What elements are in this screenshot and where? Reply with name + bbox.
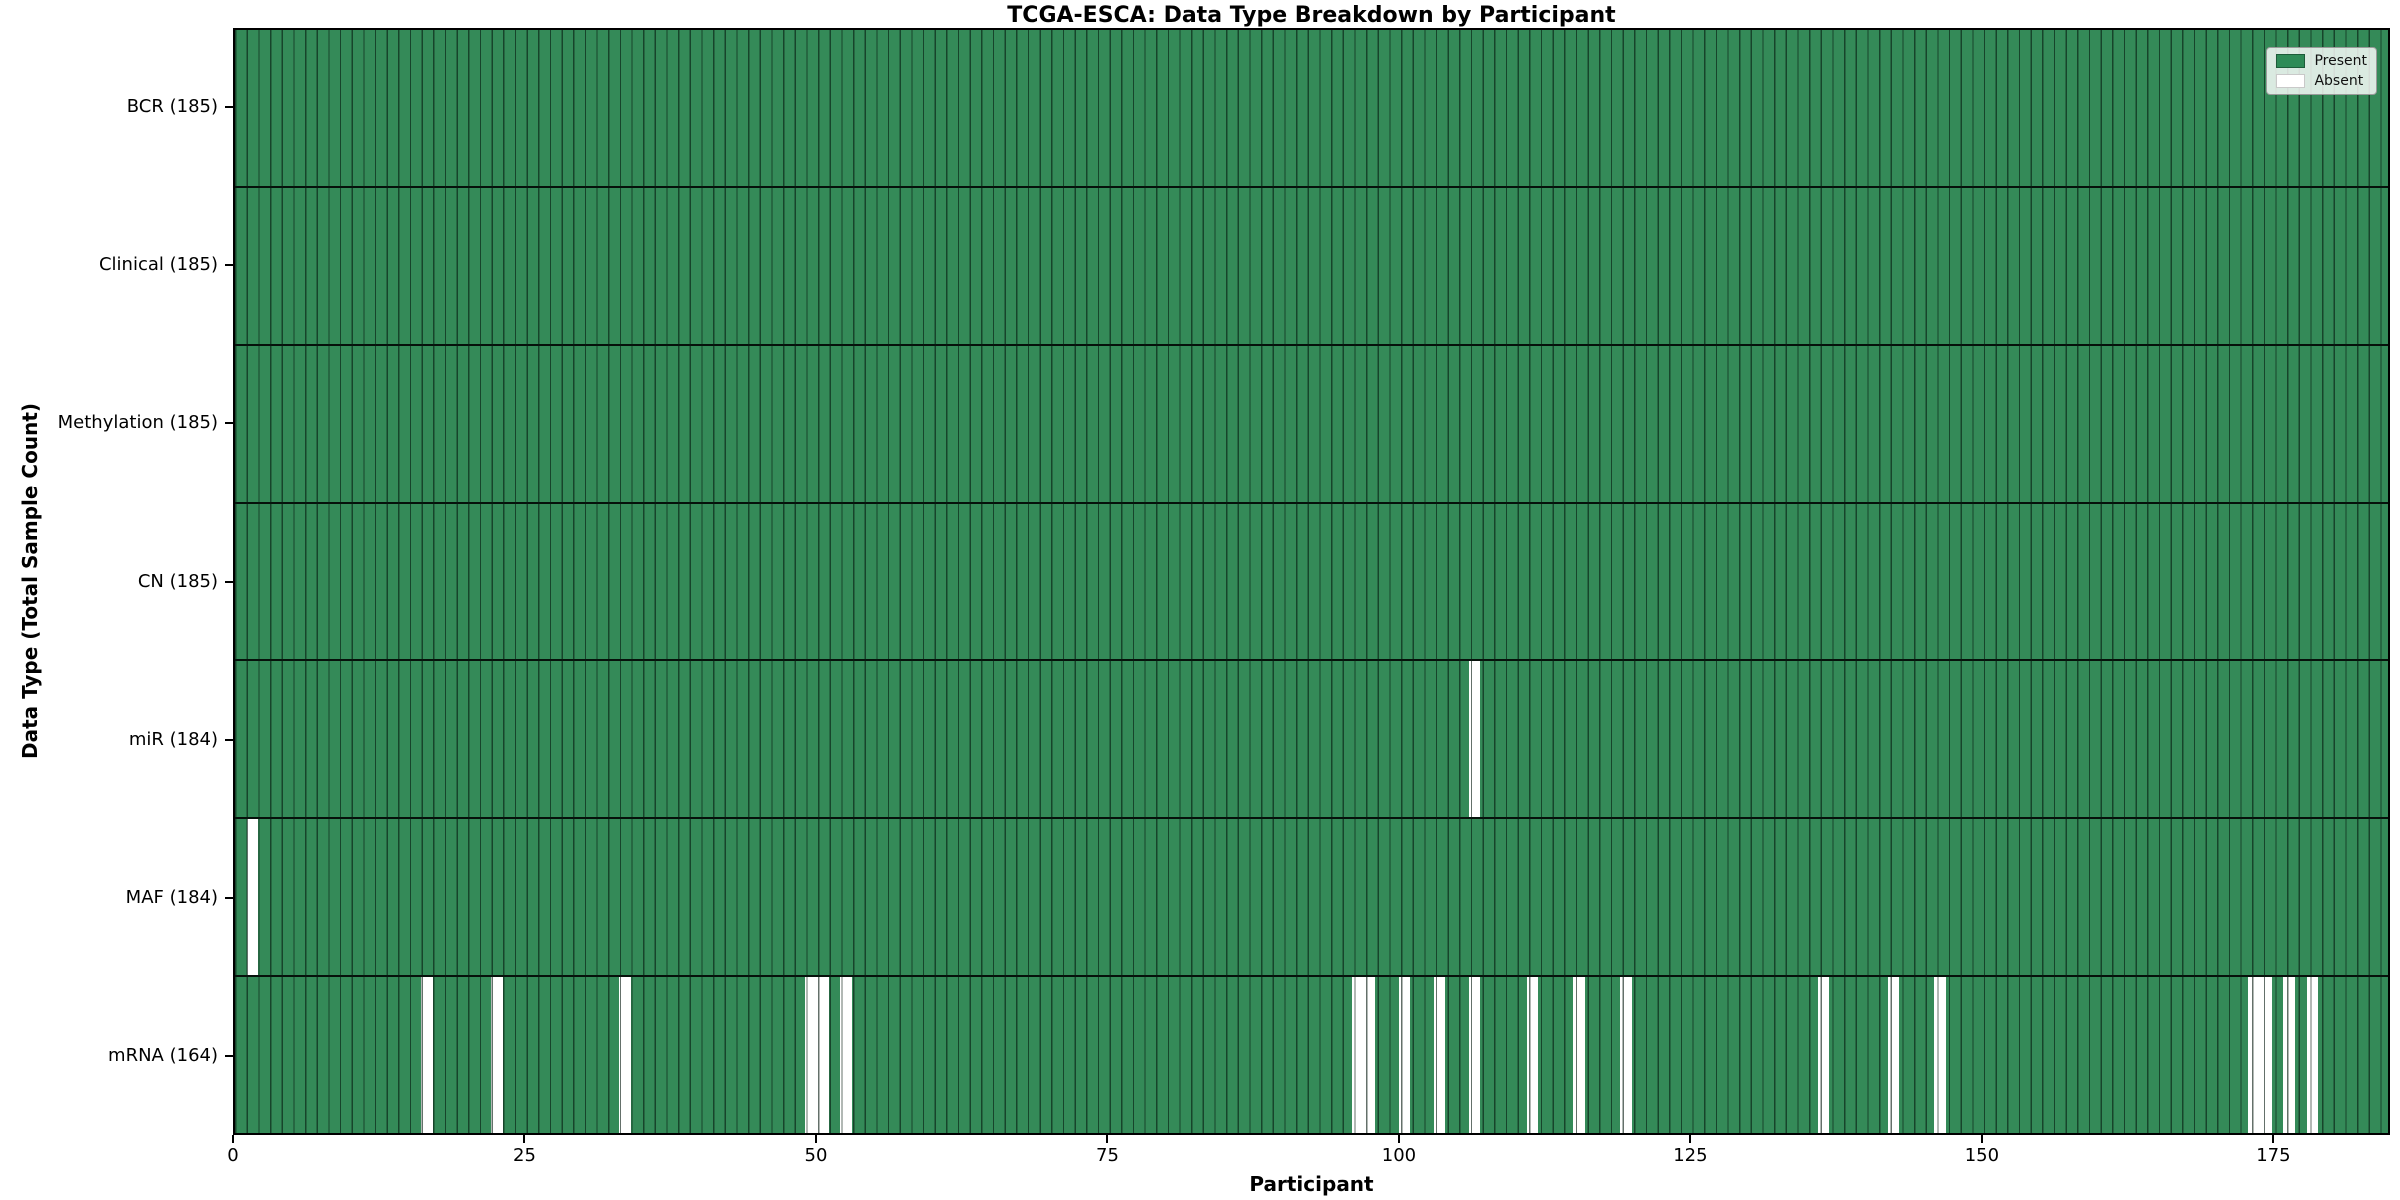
- y-tick-mark: [225, 580, 233, 583]
- x-tick-mark: [814, 1135, 817, 1143]
- x-tick-label: 150: [1964, 1145, 2000, 1166]
- absent-bar: [1363, 977, 1376, 1134]
- absent-bar: [1887, 977, 1900, 1134]
- absent-bar: [816, 977, 829, 1134]
- absent-bar: [421, 977, 433, 1134]
- absent-bar: [491, 977, 503, 1134]
- y-tick-label: MAF (184): [125, 886, 218, 908]
- heatmap-row-CN: [235, 503, 2388, 662]
- legend-present-swatch: [2276, 54, 2306, 68]
- x-tick-mark: [523, 1135, 526, 1143]
- heatmap-row-Methylation: [235, 345, 2388, 504]
- absent-bar: [1934, 977, 1946, 1134]
- x-tick-label: 25: [513, 1145, 536, 1166]
- x-tick-label: 0: [227, 1145, 239, 1166]
- x-tick-mark: [232, 1135, 234, 1143]
- chart-title: TCGA-ESCA: Data Type Breakdown by Partic…: [1007, 3, 1616, 28]
- y-tick-mark: [225, 422, 233, 425]
- y-tick-mark: [225, 738, 233, 741]
- absent-bar: [2248, 977, 2260, 1134]
- absent-bar: [1526, 977, 1539, 1134]
- y-tick-label: Methylation (185): [57, 412, 218, 434]
- absent-bar: [1468, 661, 1481, 818]
- y-tick-label: Clinical (185): [98, 254, 218, 276]
- heatmap-row-MAF: [235, 819, 2388, 978]
- heatmap-row-BCR: [235, 30, 2388, 188]
- x-tick-label: 50: [804, 1145, 828, 1166]
- absent-bar: [1398, 977, 1411, 1134]
- legend-entry-absent: Absent: [2276, 74, 2367, 88]
- legend: Present Absent: [2266, 47, 2377, 95]
- absent-bar: [1352, 977, 1364, 1134]
- y-tick-mark: [225, 264, 233, 267]
- legend-entry-present: Present: [2276, 54, 2367, 68]
- absent-bar: [2306, 977, 2319, 1134]
- x-tick-mark: [1980, 1135, 1983, 1143]
- heatmap-row-miR: [235, 661, 2388, 820]
- absent-bar: [1573, 977, 1585, 1134]
- y-tick-mark: [225, 1054, 233, 1057]
- x-axis-title: Participant: [1249, 1172, 1374, 1196]
- absent-bar: [1468, 977, 1481, 1134]
- absent-bar: [246, 819, 259, 976]
- absent-bar: [1433, 977, 1446, 1134]
- x-tick-label: 175: [2256, 1145, 2291, 1166]
- legend-absent-swatch: [2276, 74, 2306, 88]
- legend-present-label: Present: [2314, 53, 2367, 69]
- x-tick-label: 75: [1096, 1145, 1119, 1166]
- heatmap-rows: [235, 30, 2388, 1134]
- y-tick-mark: [225, 106, 233, 109]
- x-tick-mark: [1106, 1135, 1109, 1143]
- y-axis-title: Data Type (Total Sample Count): [18, 402, 42, 760]
- absent-bar: [805, 977, 817, 1134]
- absent-bar: [1817, 977, 1830, 1134]
- x-tick-label: 125: [1673, 1145, 1708, 1166]
- x-tick-mark: [1689, 1135, 1692, 1143]
- x-tick-mark: [1397, 1135, 1400, 1143]
- absent-bar: [2283, 977, 2295, 1134]
- plot-area: Present Absent: [233, 28, 2390, 1135]
- x-tick-mark: [2272, 1135, 2275, 1143]
- absent-bar: [1619, 977, 1632, 1134]
- x-tick-label: 100: [1381, 1145, 1417, 1166]
- y-tick-label: CN (185): [137, 570, 218, 592]
- y-tick-label: BCR (185): [126, 96, 218, 118]
- heatmap-row-mRNA: [235, 977, 2388, 1134]
- absent-bar: [840, 977, 852, 1134]
- absent-bar: [2259, 977, 2272, 1134]
- y-tick-label: miR (184): [128, 728, 218, 750]
- y-tick-mark: [225, 896, 233, 899]
- absent-bar: [619, 977, 631, 1134]
- legend-absent-label: Absent: [2314, 73, 2364, 89]
- heatmap-row-Clinical: [235, 187, 2388, 346]
- y-tick-label: mRNA (164): [108, 1044, 218, 1066]
